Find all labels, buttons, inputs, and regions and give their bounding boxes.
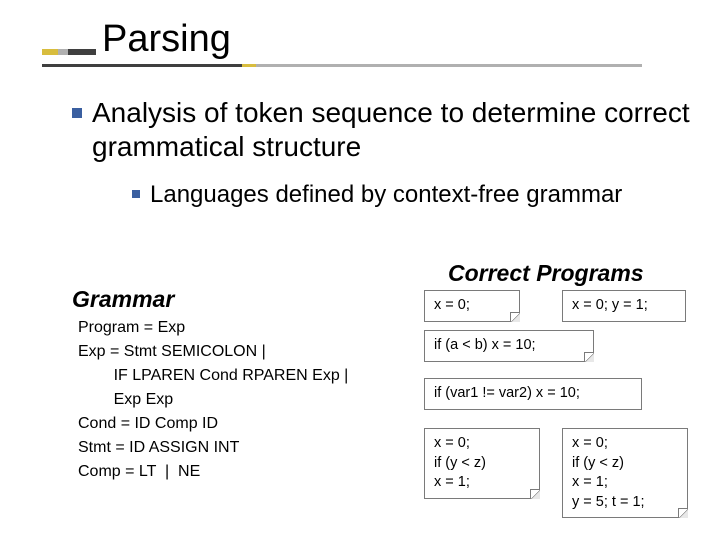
title-underline [42,64,642,67]
grammar-line: Stmt = ID ASSIGN INT [78,436,348,460]
accent-segment [68,49,96,55]
code-text: if (var1 != var2) x = 10; [434,385,580,401]
code-text: if (a < b) x = 10; [434,337,536,353]
bullet-level1-text: Analysis of token sequence to determine … [92,96,690,164]
correct-programs-heading: Correct Programs [448,260,644,287]
square-bullet-icon [72,108,82,118]
code-box-multi2: x = 0;if (y < z) x = 1;y = 5; t = 1; [562,428,688,518]
grammar-line: Exp = Stmt SEMICOLON | [78,340,348,364]
grammar-heading: Grammar [72,286,174,313]
bullet-level2: Languages defined by context-free gramma… [132,180,690,209]
accent-segment [58,49,68,55]
grammar-rules: Program = ExpExp = Stmt SEMICOLON | IF L… [78,316,348,484]
code-box-x0y1: x = 0; y = 1; [562,290,686,322]
grammar-line: Exp Exp [78,388,348,412]
accent-segment [42,49,58,55]
grammar-line: Comp = LT | NE [78,460,348,484]
code-box-x0: x = 0; [424,290,520,322]
grammar-line: Program = Exp [78,316,348,340]
square-bullet-icon [132,190,140,198]
slide-title: Parsing [102,18,231,61]
code-text: x = 0; [434,297,470,313]
code-box-multi1: x = 0;if (y < z) x = 1; [424,428,540,499]
underline-segment [242,64,256,67]
code-text: x = 0; y = 1; [572,297,648,313]
bullet-level2-text: Languages defined by context-free gramma… [150,180,622,209]
code-text: x = 0;if (y < z) x = 1;y = 5; t = 1; [572,435,645,510]
code-box-if-ab: if (a < b) x = 10; [424,330,594,362]
grammar-line: IF LPAREN Cond RPAREN Exp | [78,364,348,388]
underline-segment [256,64,642,67]
underline-segment [42,64,242,67]
grammar-line: Cond = ID Comp ID [78,412,348,436]
code-text: x = 0;if (y < z) x = 1; [434,435,486,490]
slide-title-bar: Parsing [42,18,231,61]
code-box-if-var: if (var1 != var2) x = 10; [424,378,642,410]
title-accent-segments [42,49,96,55]
bullet-level1: Analysis of token sequence to determine … [72,96,690,164]
